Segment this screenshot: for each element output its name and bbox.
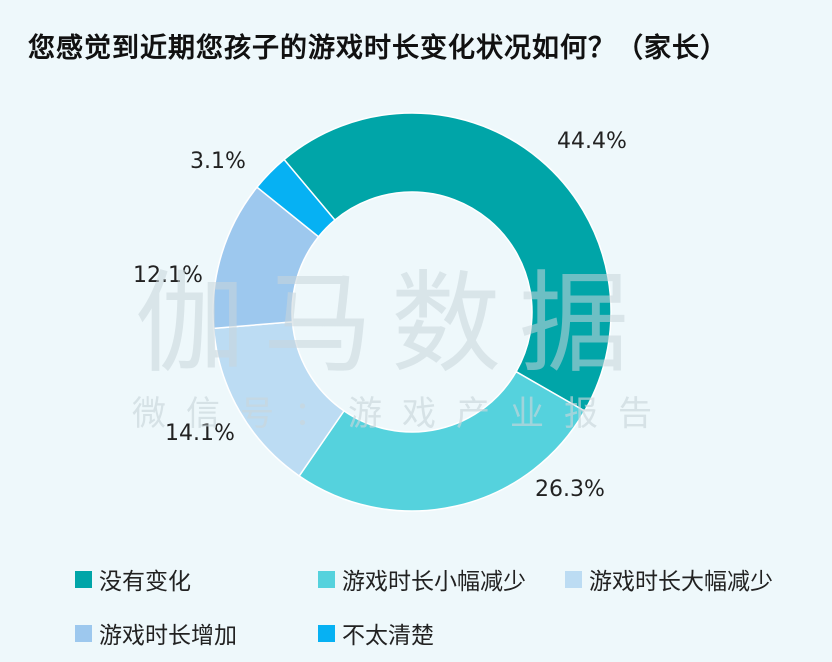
donut-slices (212, 112, 612, 512)
watermark-sub: 微信号：游戏产业报告 (132, 394, 672, 434)
slice-labels: 44.4% 26.3% 14.1% 12.1% 3.1% (133, 129, 627, 502)
chart-title: 您感觉到近期您孩子的游戏时长变化状况如何？（家长） (28, 33, 728, 64)
slice-5 (255, 158, 336, 238)
slice-label-3: 14.1% (165, 421, 235, 446)
watermark-main: 伽马数据 (135, 260, 647, 388)
slice-1 (283, 112, 612, 413)
slice-2 (298, 370, 586, 512)
slice-label-5: 3.1% (190, 149, 246, 174)
slice-label-1: 44.4% (557, 129, 627, 154)
slice-label-4: 12.1% (133, 263, 203, 288)
slice-label-2: 26.3% (535, 477, 605, 502)
